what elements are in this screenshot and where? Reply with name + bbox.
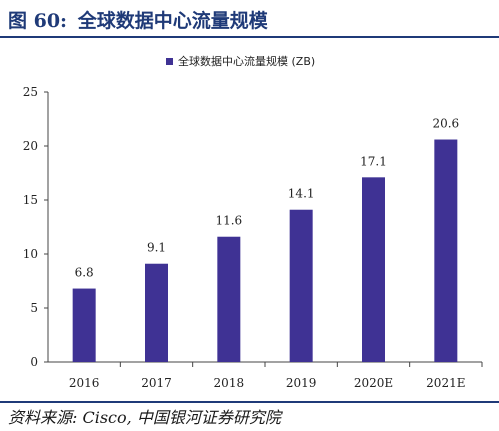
y-tick-label: 0	[30, 355, 38, 369]
figure-label: 图 60:	[8, 10, 68, 32]
legend-label: 全球数据中心流量规模 (ZB)	[178, 54, 315, 68]
data-label: 11.6	[215, 214, 242, 228]
y-tick-label: 20	[23, 139, 38, 153]
figure-title: 图 60: 全球数据中心流量规模	[8, 6, 268, 33]
y-tick-label: 10	[23, 247, 38, 261]
x-tick-label: 2019	[286, 376, 317, 390]
data-label: 6.8	[75, 266, 94, 280]
data-label: 14.1	[288, 187, 315, 201]
bar-chart: 全球数据中心流量规模 (ZB) 0 5 10 15 20 25 6.8 2016 9.1 2017 1…	[23, 54, 483, 390]
legend-swatch	[166, 58, 173, 65]
x-tick-label: 2020E	[354, 376, 393, 390]
x-tick-label: 2016	[69, 376, 100, 390]
x-tick-label: 2021E	[426, 376, 465, 390]
bar	[289, 209, 313, 362]
top-divider	[0, 36, 499, 38]
data-label: 9.1	[147, 241, 166, 255]
x-tick-label: 2018	[214, 376, 245, 390]
source-note: 资料来源: Cisco, 中国银河证券研究院	[8, 408, 281, 427]
bar	[362, 177, 385, 362]
chart-title: 全球数据中心流量规模	[77, 10, 268, 32]
bar	[72, 288, 96, 362]
data-label: 20.6	[432, 117, 459, 131]
y-tick-label: 25	[23, 85, 38, 99]
bar	[434, 139, 458, 362]
bottom-divider	[0, 401, 499, 403]
bar	[145, 263, 168, 362]
x-tick-label: 2017	[141, 376, 172, 390]
data-label: 17.1	[360, 154, 387, 168]
y-tick-label: 15	[23, 193, 38, 207]
bar	[217, 236, 241, 362]
y-tick-label: 5	[30, 301, 38, 315]
